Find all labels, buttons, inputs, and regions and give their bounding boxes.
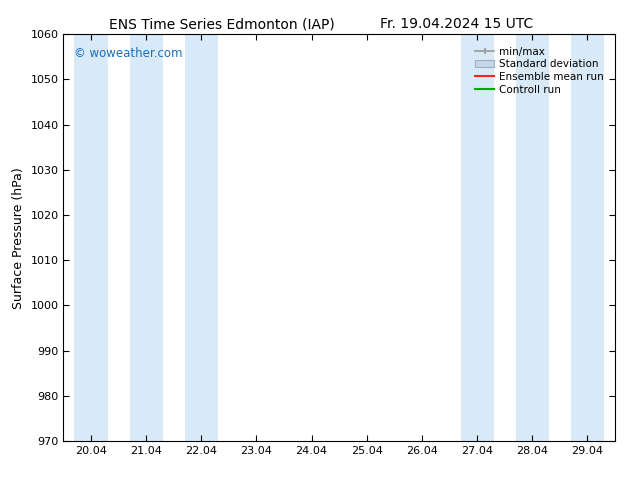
Text: ENS Time Series Edmonton (IAP): ENS Time Series Edmonton (IAP): [109, 17, 335, 31]
Text: Fr. 19.04.2024 15 UTC: Fr. 19.04.2024 15 UTC: [380, 17, 533, 31]
Legend: min/max, Standard deviation, Ensemble mean run, Controll run: min/max, Standard deviation, Ensemble me…: [472, 44, 607, 98]
Bar: [571, 34, 604, 441]
Y-axis label: Surface Pressure (hPa): Surface Pressure (hPa): [12, 167, 25, 309]
Bar: [515, 34, 549, 441]
Bar: [184, 34, 218, 441]
Text: © woweather.com: © woweather.com: [74, 47, 183, 59]
Bar: [129, 34, 163, 441]
Bar: [74, 34, 108, 441]
Bar: [460, 34, 494, 441]
